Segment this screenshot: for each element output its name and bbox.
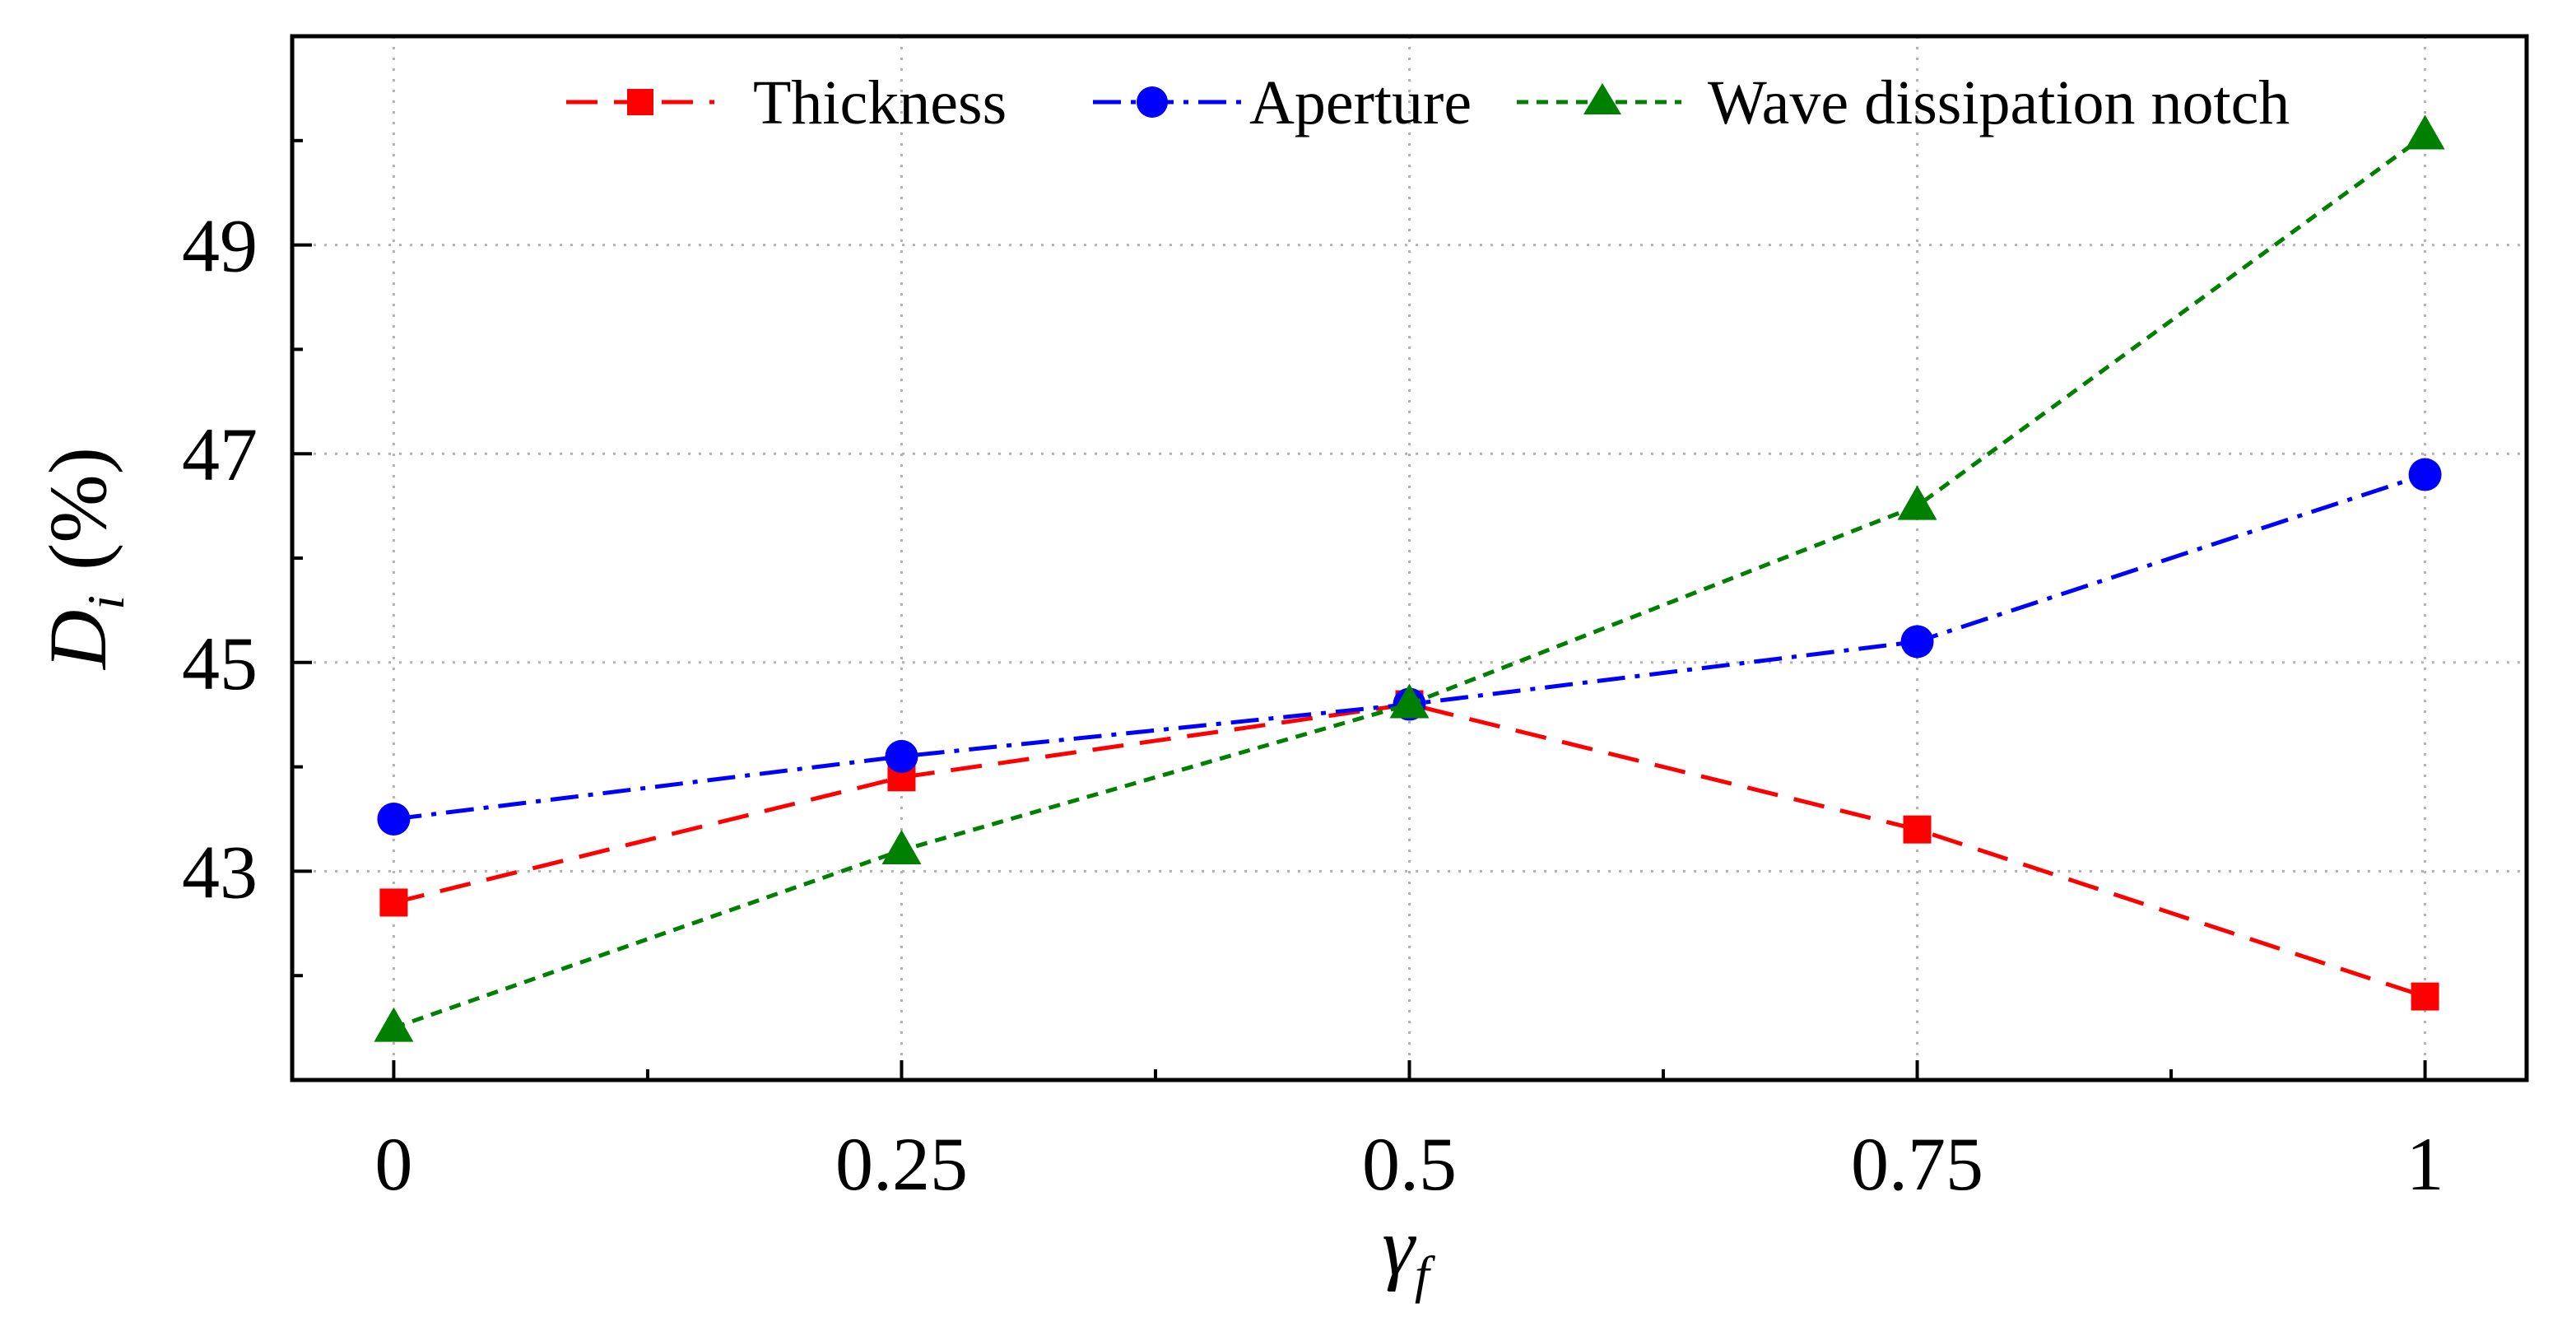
data-point-aperture (2408, 458, 2442, 491)
data-point-wave-dissipation-notch (881, 830, 922, 865)
data-point-wave-dissipation-notch (1389, 683, 1430, 719)
data-point-wave-dissipation-notch (374, 1007, 414, 1042)
x-axis-title: γf (1382, 1201, 1435, 1304)
series-line-thickness (393, 701, 2426, 998)
x-tick-label: 0.25 (835, 1122, 968, 1206)
data-point-aperture (885, 739, 918, 773)
x-tick-label: 0 (374, 1122, 412, 1206)
grid-lines (292, 36, 2527, 1080)
data-point-thickness (1903, 815, 1932, 844)
axis-ticks: 0 0.25 0.5 0.75 1 43 45 47 49 (182, 35, 2444, 1206)
data-point-aperture (377, 803, 411, 836)
series-line-wave-dissipation-notch (393, 133, 2427, 1030)
data-point-aperture (1900, 625, 1934, 659)
x-tick-label: 1 (2406, 1122, 2444, 1206)
legend-marker-wave-dissipation-notch (1583, 83, 1621, 114)
y-tick-label: 45 (182, 621, 258, 705)
y-axis-title: Di(%) (32, 447, 135, 671)
y-tick-label: 47 (182, 412, 258, 496)
data-point-wave-dissipation-notch (2405, 114, 2445, 150)
legend-marker-aperture (1137, 86, 1168, 118)
legend-label-thickness: Thickness (753, 68, 1007, 137)
legend: Thickness Aperture Wave dissipation notc… (566, 68, 2290, 137)
legend-label-aperture: Aperture (1249, 68, 1472, 137)
x-tick-label: 0.75 (1851, 1122, 1983, 1206)
legend-marker-thickness (627, 89, 653, 115)
data-point-thickness (379, 888, 408, 917)
series-layer (374, 114, 2445, 1042)
data-point-thickness (2411, 982, 2439, 1011)
legend-label-wave-dissipation-notch: Wave dissipation notch (1708, 68, 2290, 137)
data-point-wave-dissipation-notch (1897, 485, 1937, 520)
plot-frame (290, 34, 2529, 1082)
x-tick-label: 0.5 (1362, 1122, 1457, 1206)
y-tick-label: 43 (182, 830, 258, 914)
y-tick-label: 49 (182, 204, 258, 288)
